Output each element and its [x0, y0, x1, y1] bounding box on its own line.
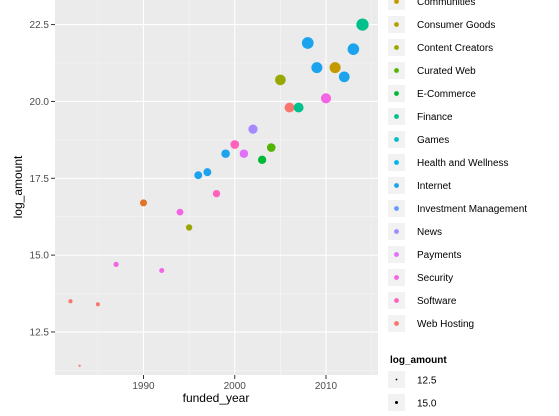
- data-point: [338, 71, 350, 83]
- legend-item-label: Games: [417, 135, 449, 146]
- gridlines: [55, 0, 378, 375]
- legend-key-dot: [394, 45, 399, 50]
- x-tick-label: 2000: [224, 381, 247, 392]
- legend-key-dot: [394, 183, 399, 188]
- legend-item-label: Software: [417, 296, 457, 307]
- data-points: [68, 18, 369, 367]
- data-point: [221, 149, 230, 158]
- legend-key-dot: [394, 0, 399, 4]
- data-point: [68, 299, 73, 304]
- data-point: [257, 155, 267, 164]
- legend-key-dot: [394, 68, 399, 73]
- data-point: [176, 208, 184, 216]
- x-axis-ticks: 1990 2000 2010: [132, 375, 338, 392]
- legend-item-label: Payments: [417, 250, 461, 261]
- legend-key-dot: [394, 321, 399, 326]
- data-point: [284, 102, 295, 113]
- data-point: [203, 168, 212, 177]
- y-tick-label: 20.0: [30, 97, 50, 108]
- legend-item-label: Curated Web: [417, 66, 476, 77]
- y-tick-label: 15.0: [30, 251, 50, 262]
- data-point: [347, 43, 360, 55]
- data-point: [266, 143, 276, 152]
- legend-key-dot: [394, 275, 399, 280]
- data-point: [185, 224, 193, 231]
- legend-item-label: Investment Management: [417, 204, 527, 215]
- data-point: [311, 62, 323, 74]
- x-axis-title: funded_year: [183, 391, 250, 405]
- legend-item-label: E-Commerce: [417, 89, 476, 100]
- data-point: [320, 93, 332, 104]
- data-point: [139, 199, 148, 207]
- data-point: [230, 140, 240, 149]
- data-point: [95, 302, 100, 307]
- legend-key-dot: [394, 114, 399, 119]
- data-point: [159, 267, 165, 274]
- x-tick-label: 1990: [132, 381, 155, 392]
- size-legend: 12.5 15.0: [388, 371, 437, 411]
- legend-item-label: Communities: [417, 0, 475, 8]
- legend-key-dot: [394, 22, 399, 27]
- y-tick-label: 12.5: [30, 327, 50, 338]
- y-axis-ticks: 12.5 15.0 17.5 20.0 22.5: [30, 20, 55, 338]
- y-tick-label: 22.5: [30, 20, 50, 31]
- legend-key-dot: [394, 252, 399, 257]
- legend-key-dot: [394, 206, 399, 211]
- legend-key-dot: [394, 137, 399, 142]
- legend-item-label: Web Hosting: [417, 319, 474, 330]
- data-point: [356, 18, 369, 31]
- legend-item-label: Consumer Goods: [417, 20, 495, 31]
- size-legend-key-dot: [394, 400, 399, 405]
- data-point: [275, 74, 286, 86]
- color-legend: Communities Consumer Goods Content Creator…: [388, 0, 527, 332]
- data-point: [113, 261, 119, 267]
- data-point: [194, 171, 203, 180]
- legend-item-label: News: [417, 227, 442, 238]
- legend-key-box: [388, 0, 405, 10]
- data-point: [239, 149, 249, 158]
- legend-item-label: Internet: [417, 181, 451, 192]
- data-point: [78, 364, 81, 367]
- legend-item-label: Security: [417, 273, 453, 284]
- legend-key-dot: [394, 298, 399, 303]
- legend-item-label: Finance: [417, 112, 453, 123]
- y-axis-title: log_amount: [11, 155, 25, 218]
- data-point: [301, 37, 314, 49]
- size-legend-title: log_amount: [390, 355, 447, 366]
- size-legend-item-label: 12.5: [417, 376, 437, 387]
- legend-key-dot: [394, 91, 399, 96]
- legend-key-dot: [394, 229, 399, 234]
- size-legend-item-label: 15.0: [417, 399, 437, 410]
- legend-item-label: Health and Wellness: [417, 158, 509, 169]
- data-point: [293, 102, 304, 113]
- y-tick-label: 17.5: [30, 174, 50, 185]
- plot-panel: [55, 0, 378, 375]
- data-point: [212, 189, 221, 198]
- size-legend-key-dot: [395, 378, 398, 381]
- legend-key-dot: [394, 160, 399, 165]
- legend-item-label: Content Creators: [417, 43, 493, 54]
- data-point: [329, 62, 341, 74]
- x-tick-label: 2010: [315, 381, 338, 392]
- data-point: [248, 124, 258, 134]
